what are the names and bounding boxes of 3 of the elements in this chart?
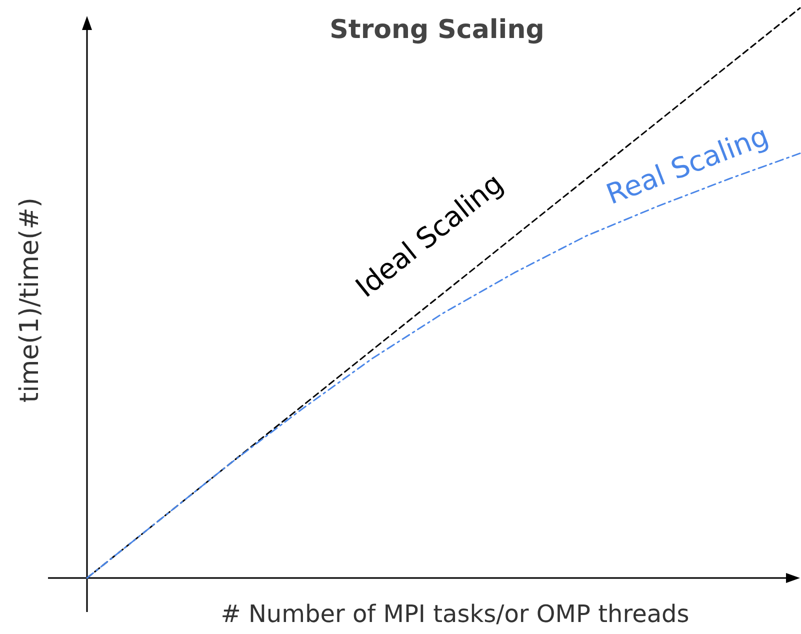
x-axis-title: # Number of MPI tasks/or OMP threads	[220, 600, 690, 628]
chart-title: Strong Scaling	[330, 15, 544, 45]
y-axis-title: time(1)/time(#)	[15, 197, 45, 403]
